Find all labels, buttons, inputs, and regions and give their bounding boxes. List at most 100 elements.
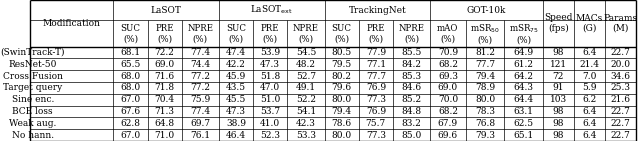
Text: 77.2: 77.2 [190,71,211,81]
Text: TrackingNet: TrackingNet [349,6,406,15]
Text: 77.7: 77.7 [365,71,386,81]
Text: 77.9: 77.9 [365,48,386,57]
Text: 22.7: 22.7 [610,131,630,140]
Text: 79.4: 79.4 [332,107,352,116]
Text: 22.7: 22.7 [610,48,630,57]
Text: 77.2: 77.2 [190,83,211,92]
Text: 38.9: 38.9 [226,119,246,128]
Text: GOT-10k: GOT-10k [467,6,506,15]
Text: 79.4: 79.4 [475,71,495,81]
Text: Target query: Target query [3,83,63,92]
Text: 21.6: 21.6 [610,95,630,104]
Text: 51.0: 51.0 [260,95,280,104]
Text: 65.1: 65.1 [513,131,534,140]
Text: 42.2: 42.2 [226,60,246,69]
Text: 85.2: 85.2 [401,95,422,104]
Text: 67.6: 67.6 [120,107,141,116]
Text: 67.0: 67.0 [120,131,141,140]
Text: Speed
(fps): Speed (fps) [544,14,573,33]
Text: 52.7: 52.7 [296,71,316,81]
Text: 98: 98 [552,48,564,57]
Text: NPRE
(%): NPRE (%) [399,24,424,43]
Text: 45.9: 45.9 [226,71,246,81]
Text: 69.3: 69.3 [438,71,458,81]
Text: 71.8: 71.8 [155,83,175,92]
Text: (SwinTrack-T): (SwinTrack-T) [1,48,65,57]
Text: 85.5: 85.5 [401,48,422,57]
Text: NPRE
(%): NPRE (%) [293,24,319,43]
Text: Params
(M): Params (M) [603,14,637,33]
Text: 51.8: 51.8 [260,71,280,81]
Text: 34.6: 34.6 [610,71,630,81]
Text: NPRE
(%): NPRE (%) [188,24,213,43]
Text: 84.8: 84.8 [401,107,422,116]
Text: 6.2: 6.2 [582,95,596,104]
Text: 54.1: 54.1 [296,107,316,116]
Text: PRE
(%): PRE (%) [156,24,174,43]
Text: 71.3: 71.3 [155,107,175,116]
Text: No hann.: No hann. [12,131,54,140]
Text: SUC
(%): SUC (%) [120,24,141,43]
Text: 64.2: 64.2 [513,71,534,81]
Text: 74.4: 74.4 [190,60,211,69]
Text: Weak aug.: Weak aug. [9,119,56,128]
Text: 6.4: 6.4 [582,107,596,116]
Text: 78.9: 78.9 [475,83,495,92]
Text: 68.2: 68.2 [438,107,458,116]
Text: BCE loss: BCE loss [13,107,53,116]
Text: 69.7: 69.7 [190,119,211,128]
Text: 52.3: 52.3 [260,131,280,140]
Text: mAO
(%): mAO (%) [437,24,459,43]
Text: PRE
(%): PRE (%) [367,24,385,43]
Text: 70.4: 70.4 [155,95,175,104]
Text: 72.2: 72.2 [155,48,175,57]
Text: 69.0: 69.0 [155,60,175,69]
Text: 121: 121 [550,60,567,69]
Text: 69.6: 69.6 [438,131,458,140]
Text: 43.5: 43.5 [226,83,246,92]
Text: 21.4: 21.4 [579,60,599,69]
Text: mSR$_{50}$
(%): mSR$_{50}$ (%) [470,22,500,45]
Text: 63.1: 63.1 [513,107,534,116]
Text: 68.1: 68.1 [120,48,141,57]
Text: 68.0: 68.0 [120,71,141,81]
Text: 80.2: 80.2 [332,71,352,81]
Text: 7.0: 7.0 [582,71,596,81]
Text: 47.4: 47.4 [226,48,246,57]
Text: 71.6: 71.6 [155,71,175,81]
Text: 62.5: 62.5 [513,119,534,128]
Text: 77.3: 77.3 [366,95,386,104]
Text: mSR$_{75}$
(%): mSR$_{75}$ (%) [509,22,538,45]
Text: 64.4: 64.4 [513,95,534,104]
Text: 78.3: 78.3 [475,107,495,116]
Text: 42.3: 42.3 [296,119,316,128]
Text: 79.3: 79.3 [475,131,495,140]
Text: 48.2: 48.2 [296,60,316,69]
Text: 68.0: 68.0 [120,83,141,92]
Text: MACs
(G): MACs (G) [575,14,603,33]
Text: 67.0: 67.0 [120,95,141,104]
Text: 71.0: 71.0 [155,131,175,140]
Text: 53.3: 53.3 [296,131,316,140]
Text: 79.6: 79.6 [332,83,352,92]
Text: 103: 103 [550,95,567,104]
Text: 75.9: 75.9 [190,95,211,104]
Text: 22.7: 22.7 [610,107,630,116]
Text: 64.9: 64.9 [513,48,534,57]
Text: ResNet-50: ResNet-50 [8,60,57,69]
Text: 45.5: 45.5 [226,95,246,104]
Text: 91: 91 [552,83,564,92]
Text: 77.4: 77.4 [190,107,211,116]
Text: 70.0: 70.0 [438,95,458,104]
Text: 79.5: 79.5 [332,60,352,69]
Text: 61.2: 61.2 [513,60,534,69]
Text: Cross Fusion: Cross Fusion [3,71,63,81]
Text: Modification: Modification [43,19,100,28]
Text: 85.0: 85.0 [401,131,422,140]
Text: 5.9: 5.9 [582,83,596,92]
Text: 6.4: 6.4 [582,119,596,128]
Text: 64.8: 64.8 [155,119,175,128]
Text: 54.5: 54.5 [296,48,316,57]
Text: 98: 98 [552,131,564,140]
Text: 80.0: 80.0 [475,95,495,104]
